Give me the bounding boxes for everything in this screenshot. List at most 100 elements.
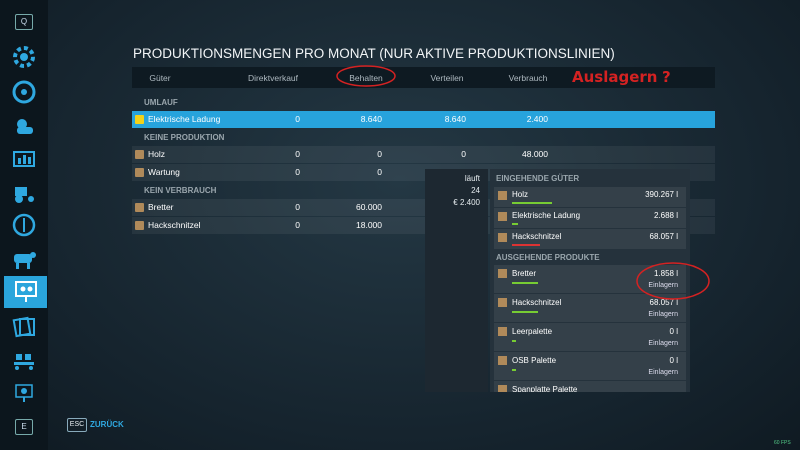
menu-icon[interactable] [9,244,39,274]
cell-value: 60.000 [356,202,382,212]
table-row: Elektrische Ladung 0 8.640 8.640 2.400 [132,111,715,128]
item-amount: 0 l [669,327,678,336]
item-icon [498,233,507,242]
storage-row: Hackschnitzel 68.057 l Einlagern [494,294,686,322]
item-amount: 1.858 l [653,269,678,278]
item-icon [135,168,144,177]
section-label: EINGEHENDE GÜTER [496,174,580,183]
item-icon [498,385,507,392]
cell-value: 0 [461,149,466,159]
item-name: Elektrische Ladung [148,114,221,124]
item-name: Hackschnitzel [512,232,562,241]
menu-icon[interactable] [9,144,39,174]
cell-value: 18.000 [356,220,382,230]
storage-panel: EINGEHENDE GÜTER Holz 390.267 l Elektrische… [490,169,690,392]
item-icon [135,115,144,124]
fill-bar [512,282,538,284]
item-icon [135,221,144,230]
menu-icon[interactable] [9,111,39,141]
circle [336,65,396,87]
cell-value: 0 [295,202,300,212]
item-amount: 68.057 l [649,298,678,307]
cost: € 2.400 [453,198,480,207]
table-header [132,67,715,88]
column-header: Direktverkauf [247,73,299,83]
circle [636,262,710,300]
item-name: Leerpalette [512,327,553,336]
storage-row: Leerpalette 0 l Einlagern [494,323,686,351]
item-name: Wartung [148,167,180,177]
storage-row: Holz 390.267 l [494,187,686,207]
annotation-mark: ? [662,68,671,86]
storage-action: Einlagern [648,311,678,318]
storage-row: OSB Palette 0 l Einlagern [494,352,686,380]
menu-icon[interactable] [9,210,39,240]
status-panel: läuft 24 € 2.400 [425,169,488,392]
item-name: Spanplatte Palette [512,385,578,392]
item-name: Bretter [512,269,537,278]
page-title: PRODUKTIONSMENGEN PRO MONAT (NUR AKTIVE … [133,46,615,61]
column-header: Verbrauch [508,73,548,83]
column-header: Verteilen [430,73,464,83]
item-amount: 68.057 l [649,232,678,241]
item-icon [498,356,507,365]
back-key[interactable]: ESC [67,418,87,432]
fill-bar [512,340,516,342]
item-name: OSB Palette [512,356,557,365]
storage-row: Hackschnitzel 68.057 l [494,229,686,249]
cell-value: 0 [295,114,300,124]
cell-value: 0 [377,167,382,177]
fill-bar [512,202,552,204]
item-amount: 2.688 l [653,211,678,220]
fps: 60 FPS [774,440,791,446]
cell-value: 0 [295,149,300,159]
fill-bar [512,369,516,371]
item-name: Hackschnitzel [148,220,201,230]
cell-value: 8.640 [360,114,382,124]
item-amount: 390.267 l [645,190,678,199]
menu-icon[interactable] [9,42,39,72]
menu-icon[interactable] [9,377,39,407]
storage-row: Elektrische Ladung 2.688 l [494,208,686,228]
key-hint: E [15,419,33,435]
fill-bar [512,244,540,246]
storage-action: Einlagern [648,282,678,289]
cell-value: 48.000 [522,149,548,159]
section-label: AUSGEHENDE PRODUKTE [496,253,600,262]
storage-row: Spanplatte Palette [494,381,686,392]
fill-bar [512,311,538,313]
item-icon [498,269,507,278]
item-name: Hackschnitzel [512,298,562,307]
item-name: Elektrische Ladung [512,211,581,220]
menu-icon[interactable] [9,177,39,207]
section-label: KEINE PRODUKTION [144,133,225,142]
item-name: Holz [512,190,529,199]
menu-icon[interactable] [9,311,39,341]
cell-value: 0 [377,149,382,159]
count: 24 [471,186,480,195]
cell-value: 8.640 [444,114,466,124]
cell-value: 0 [295,220,300,230]
cell-value: 0 [295,167,300,177]
item-icon [498,298,507,307]
annotation: Auslagern [572,68,658,86]
menu-icon[interactable] [9,77,39,107]
storage-action: Einlagern [648,340,678,347]
item-name: Bretter [148,202,174,212]
cell-value: 2.400 [526,114,548,124]
storage-row: Bretter 1.858 l Einlagern [494,265,686,293]
item-icon [498,327,507,336]
item-name: Holz [148,149,166,159]
menu-icon[interactable] [9,344,39,374]
section-label: UMLAUF [144,98,178,107]
item-icon [135,150,144,159]
status: läuft [464,174,480,183]
menu-icon-active[interactable] [4,276,47,308]
item-icon [498,212,507,221]
back-label[interactable]: ZURÜCK [90,420,124,429]
column-header: Güter [149,73,171,83]
table-row: Holz 0 0 0 48.000 [132,146,715,163]
item-icon [498,191,507,200]
